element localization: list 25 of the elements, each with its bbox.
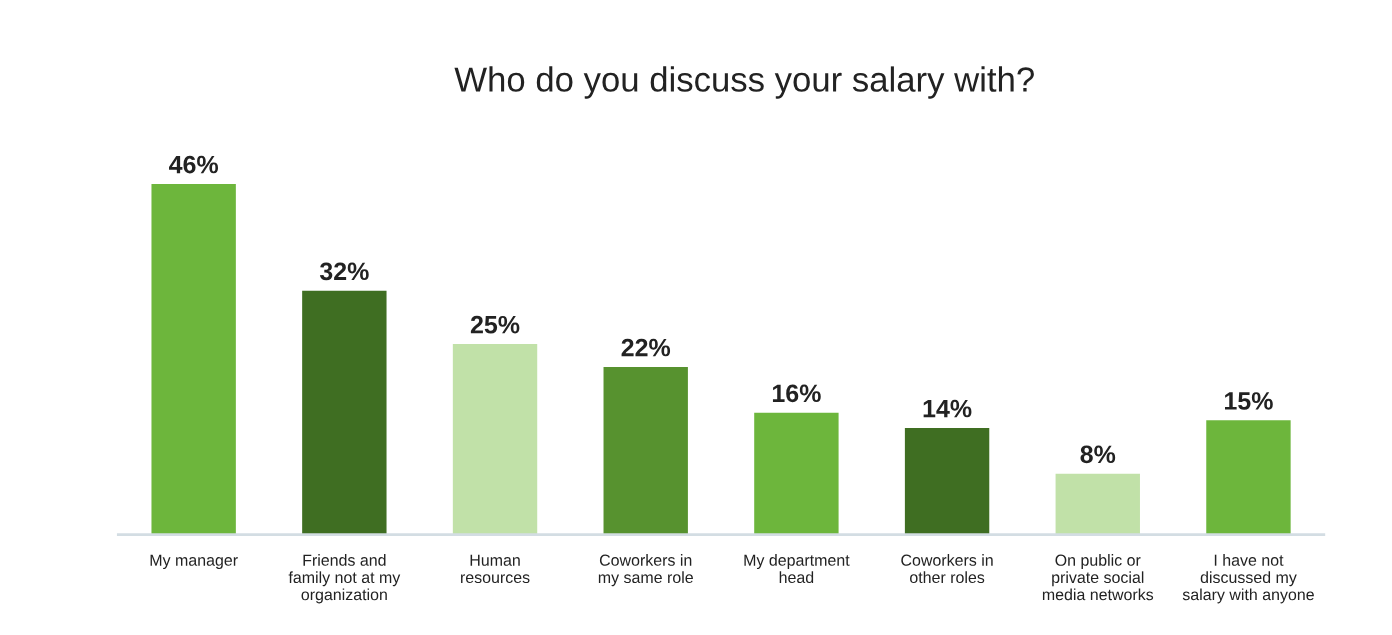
data-label: 46% — [169, 155, 219, 174]
bar — [1055, 473, 1140, 535]
bar — [603, 366, 688, 535]
data-label: 14% — [923, 399, 972, 418]
x-tick-label: Human resources — [461, 554, 530, 584]
data-label: 16% — [772, 384, 821, 403]
data-label: 32% — [319, 262, 369, 281]
x-tick-label: Friends and family not at my organization — [288, 554, 401, 604]
x-tick-label: Coworkers in my same role — [598, 554, 693, 587]
data-label: 8% — [1080, 445, 1116, 464]
x-tick-label: My department head — [744, 554, 850, 584]
x-tick-label: Coworkers in other roles — [901, 554, 993, 584]
chart-title: Who do you discuss your salary with? — [454, 66, 1034, 99]
x-tick-label: On public or private social media networks — [1042, 554, 1154, 601]
bar — [452, 344, 538, 535]
bar — [151, 183, 236, 535]
data-label: 15% — [1225, 392, 1273, 410]
bar — [904, 427, 990, 535]
x-tick-label: My manager — [150, 554, 238, 569]
data-label: 25% — [470, 315, 520, 334]
bar — [1206, 420, 1291, 535]
bar — [754, 412, 839, 535]
x-tick-label: I have not discussed my salary with anyone — [1182, 554, 1314, 604]
data-label: 22% — [621, 338, 671, 357]
bar — [302, 290, 387, 535]
